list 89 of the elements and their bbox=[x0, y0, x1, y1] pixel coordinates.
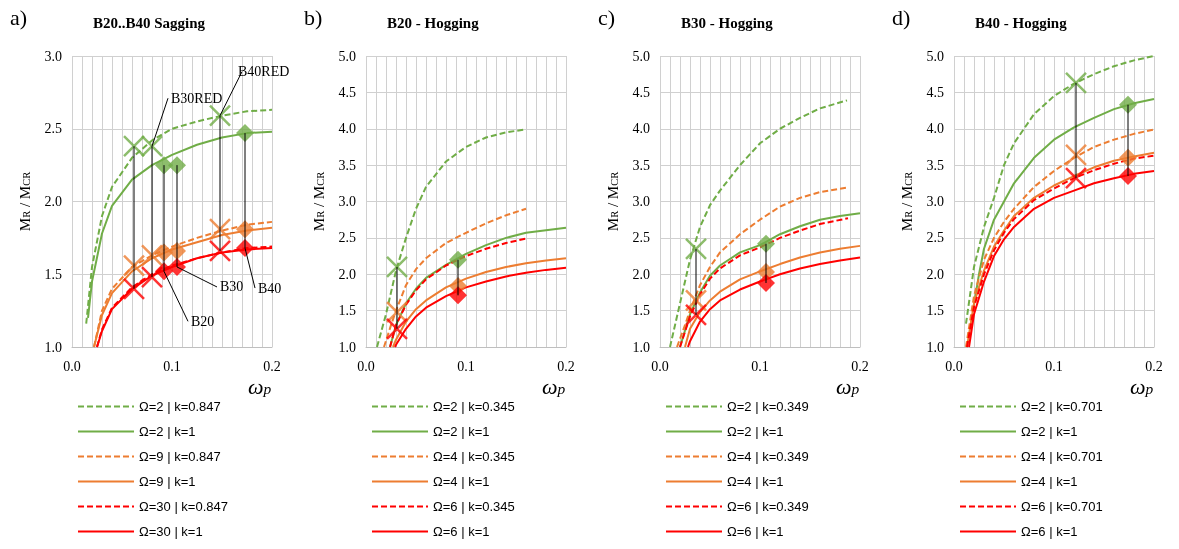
y-tick-label: 2.5 bbox=[632, 230, 650, 246]
legend-label: Ω=4 | k=1 bbox=[1021, 474, 1078, 489]
y-axis-title: MR / MCR bbox=[898, 171, 915, 232]
annotation: B40RED bbox=[238, 64, 290, 80]
y-tick-label: 2.5 bbox=[44, 121, 62, 137]
y-tick-label: 4.5 bbox=[338, 84, 356, 100]
y-tick-label: 4.0 bbox=[632, 121, 650, 137]
legend-label: Ω=4 | k=0.345 bbox=[433, 449, 515, 464]
y-tick-label: 5.0 bbox=[632, 48, 650, 64]
y-tick-label: 3.5 bbox=[926, 157, 944, 173]
y-tick-label: 1.5 bbox=[632, 303, 650, 319]
y-tick-label: 3.0 bbox=[44, 48, 62, 64]
x-tick-label: 0.0 bbox=[945, 358, 963, 374]
x-tick-label: 0.1 bbox=[163, 358, 181, 374]
y-tick-label: 2.0 bbox=[44, 194, 62, 209]
legend-label: Ω=30 | k=1 bbox=[139, 524, 203, 539]
y-tick-label: 1.0 bbox=[926, 339, 944, 355]
legend-label: Ω=2 | k=1 bbox=[433, 424, 490, 439]
x-tick-label: 0.0 bbox=[63, 358, 81, 374]
text: c) bbox=[598, 4, 616, 30]
y-tick-label: 1.5 bbox=[44, 266, 62, 282]
x-tick-label: 0.2 bbox=[263, 358, 281, 374]
y-axis-title: MR / MCR bbox=[310, 171, 327, 232]
annotation: B30RED bbox=[171, 90, 223, 106]
annotation: B20 bbox=[191, 313, 215, 329]
chart-title: B40 - Hogging bbox=[975, 14, 1068, 31]
x-tick-label: 0.1 bbox=[1045, 358, 1063, 374]
y-tick-label: 4.0 bbox=[338, 121, 356, 137]
x-tick-label: 0.1 bbox=[751, 358, 769, 374]
y-tick-label: 4.5 bbox=[926, 84, 944, 100]
y-tick-label: 3.0 bbox=[632, 194, 650, 209]
legend-label: Ω=6 | k=1 bbox=[1021, 524, 1078, 539]
legend-label: Ω=2 | k=1 bbox=[727, 424, 784, 439]
y-tick-label: 1.5 bbox=[926, 303, 944, 319]
y-axis-title: MR / MCR bbox=[604, 171, 621, 232]
legend-label: Ω=2 | k=0.847 bbox=[139, 399, 221, 414]
legend-label: Ω=4 | k=0.349 bbox=[727, 449, 809, 464]
y-tick-label: 3.0 bbox=[338, 194, 356, 209]
y-tick-label: 2.5 bbox=[926, 230, 944, 246]
y-tick-label: 3.5 bbox=[632, 157, 650, 173]
legend-label: Ω=6 | k=0.701 bbox=[1021, 499, 1103, 514]
legend-label: Ω=2 | k=0.701 bbox=[1021, 399, 1103, 414]
x-tick-label: 0.0 bbox=[651, 358, 669, 374]
legend-label: Ω=4 | k=1 bbox=[433, 474, 490, 489]
legend-label: Ω=9 | k=0.847 bbox=[139, 449, 221, 464]
y-tick-label: 5.0 bbox=[338, 48, 356, 64]
y-tick-label: 4.0 bbox=[926, 121, 944, 137]
y-tick-label: 1.5 bbox=[338, 303, 356, 319]
chart-title: B30 - Hogging bbox=[681, 14, 774, 31]
legend-label: Ω=6 | k=1 bbox=[727, 524, 784, 539]
x-tick-label: 0.1 bbox=[457, 358, 475, 374]
legend-label: Ω=2 | k=0.345 bbox=[433, 399, 515, 414]
legend-label: Ω=2 | k=1 bbox=[139, 424, 196, 439]
legend-label: Ω=4 | k=0.701 bbox=[1021, 449, 1103, 464]
y-tick-label: 1.0 bbox=[44, 339, 62, 355]
y-tick-label: 1.0 bbox=[338, 339, 356, 355]
x-axis-title: ωp bbox=[542, 373, 566, 399]
y-tick-label: 3.5 bbox=[338, 157, 356, 173]
x-tick-label: 0.2 bbox=[1145, 358, 1163, 374]
legend-label: Ω=6 | k=0.349 bbox=[727, 499, 809, 514]
chart-title: B20 - Hogging bbox=[387, 14, 480, 31]
y-tick-label: 2.5 bbox=[338, 230, 356, 246]
y-tick-label: 1.0 bbox=[632, 339, 650, 355]
y-tick-label: 3.0 bbox=[926, 194, 944, 209]
legend-label: Ω=30 | k=0.847 bbox=[139, 499, 228, 514]
x-tick-label: 0.2 bbox=[557, 358, 575, 374]
y-tick-label: 2.0 bbox=[338, 266, 356, 282]
x-axis-title: ωp bbox=[248, 373, 272, 399]
y-tick-label: 5.0 bbox=[926, 48, 944, 64]
text: a) bbox=[10, 4, 28, 30]
x-axis-title: ωp bbox=[836, 373, 860, 399]
legend-label: Ω=2 | k=1 bbox=[1021, 424, 1078, 439]
y-tick-label: 4.5 bbox=[632, 84, 650, 100]
text: d) bbox=[892, 4, 911, 30]
y-tick-label: 2.0 bbox=[926, 266, 944, 282]
legend-label: Ω=4 | k=1 bbox=[727, 474, 784, 489]
x-tick-label: 0.0 bbox=[357, 358, 375, 374]
legend-label: Ω=6 | k=1 bbox=[433, 524, 490, 539]
annotation: B40 bbox=[258, 280, 282, 296]
chart-title: B20..B40 Sagging bbox=[93, 14, 206, 31]
text: b) bbox=[304, 4, 323, 30]
y-axis-title: MR / MCR bbox=[16, 171, 33, 232]
annotation: B30 bbox=[220, 279, 244, 295]
x-tick-label: 0.2 bbox=[851, 358, 869, 374]
x-axis-title: ωp bbox=[1130, 373, 1154, 399]
legend-label: Ω=9 | k=1 bbox=[139, 474, 196, 489]
legend-label: Ω=2 | k=0.349 bbox=[727, 399, 809, 414]
y-tick-label: 2.0 bbox=[632, 266, 650, 282]
legend-label: Ω=6 | k=0.345 bbox=[433, 499, 515, 514]
